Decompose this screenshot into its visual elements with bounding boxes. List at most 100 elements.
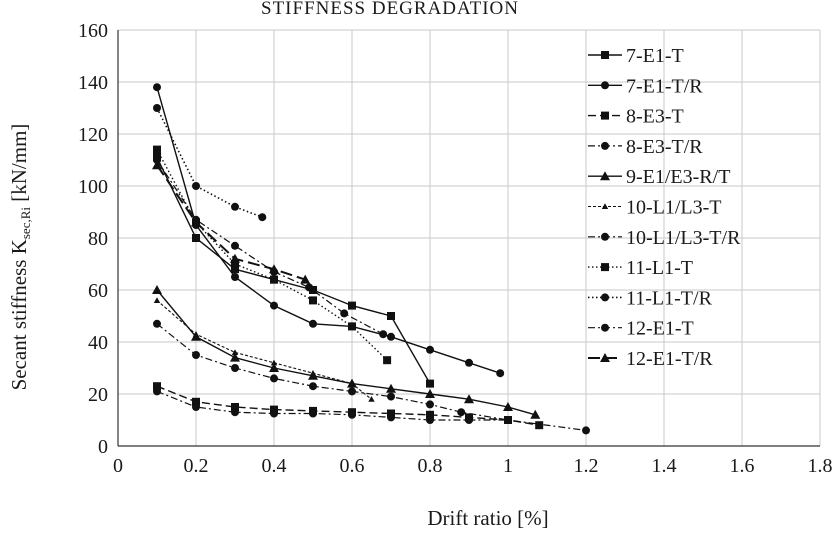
series-5: [152, 285, 541, 419]
data-point: [309, 319, 317, 328]
series-11: [152, 160, 311, 284]
y-tick-label: 60: [88, 280, 108, 302]
grid: [118, 29, 821, 446]
legend-marker: [601, 203, 609, 210]
data-point: [383, 356, 392, 365]
data-point: [192, 397, 200, 406]
data-point: [269, 363, 279, 372]
series-line: [156, 87, 501, 374]
legend-label: 7-E1-T: [626, 45, 684, 67]
data-point: [231, 349, 239, 355]
data-point: [192, 182, 200, 190]
data-point: [153, 297, 161, 303]
data-point: [496, 369, 505, 378]
legend-marker: [601, 141, 609, 150]
legend-label: 8-E3-T/R: [626, 136, 703, 158]
data-point: [386, 383, 396, 393]
y-axis-title: Secant stiffness Ksec,Ri [kN/mm]: [7, 124, 33, 391]
legend-item: 7-E1-T/R: [588, 75, 703, 97]
series-group: [152, 83, 590, 435]
y-tick-label: 160: [78, 20, 108, 42]
y-axis-title-unit: [kN/mm]: [7, 124, 31, 207]
data-point: [582, 426, 590, 435]
legend-label: 9-E1/E3-R/T: [626, 166, 730, 188]
legend-label: 7-E1-T/R: [626, 75, 703, 97]
data-point: [387, 332, 395, 341]
data-point: [387, 413, 395, 422]
y-tick-label: 80: [88, 228, 108, 250]
data-point: [270, 301, 278, 310]
series-7: [153, 319, 590, 435]
data-point: [231, 408, 239, 417]
x-tick-label: 1.8: [808, 455, 833, 477]
legend-marker: [601, 81, 609, 90]
legend-item: 11-L1-T: [588, 257, 693, 279]
x-tick-label: 0.6: [340, 455, 365, 477]
legend-item: 12-E1-T/R: [588, 348, 713, 370]
series-line: [156, 390, 508, 421]
data-point: [152, 160, 162, 170]
data-point: [300, 274, 311, 284]
data-point: [270, 359, 278, 366]
legend-item: 9-E1/E3-R/T: [588, 166, 730, 188]
legend-label: 12-E1-T/R: [626, 348, 713, 370]
data-point: [230, 253, 240, 263]
data-point: [348, 322, 356, 331]
data-point: [192, 403, 200, 411]
data-point: [231, 364, 239, 372]
data-point: [231, 241, 239, 250]
data-point: [153, 83, 161, 92]
legend-label: 10-L1/L3-T/R: [626, 227, 741, 249]
data-point: [192, 331, 200, 337]
x-tick-label: 0.2: [184, 455, 209, 477]
legend: 7-E1-T 7-E1-T/R 8-E3-T 8-E3-T/R 9-E1/E3-R/T 1…: [588, 45, 741, 370]
chart-title: STIFFNESS DEGRADATION: [261, 0, 519, 19]
data-point: [231, 260, 239, 268]
legend-marker: [601, 51, 609, 59]
series-8: [153, 145, 392, 365]
x-tick-label: 0: [113, 455, 123, 477]
x-tick-label: 0.4: [262, 455, 287, 477]
data-point: [192, 351, 200, 359]
y-axis-title-main: Secant stiffness K: [7, 239, 31, 390]
y-tick-label: 20: [88, 384, 108, 406]
data-point: [153, 145, 161, 154]
data-point: [231, 403, 239, 411]
series-line: [156, 157, 431, 384]
x-tick-label: 1: [503, 455, 513, 477]
legend-item: 11-L1-T/R: [588, 287, 713, 309]
legend-label: 10-L1/L3-T: [626, 197, 722, 219]
y-axis-title-sub: sec,Ri: [18, 207, 33, 240]
data-point: [425, 389, 435, 398]
data-point: [309, 296, 317, 305]
legend-item: 8-E3-T/R: [588, 136, 703, 158]
data-point: [270, 409, 278, 418]
data-point: [258, 213, 267, 222]
y-tick-label: 0: [98, 436, 108, 458]
data-point: [309, 382, 317, 391]
y-tick-label: 120: [78, 124, 108, 146]
series-6: [153, 297, 375, 402]
data-point: [426, 410, 434, 419]
x-tick-label: 1.4: [652, 455, 677, 477]
data-point: [270, 275, 278, 284]
legend-item: 10-L1/L3-T: [588, 197, 722, 219]
data-point: [348, 380, 356, 387]
data-point: [535, 421, 544, 430]
data-point: [153, 382, 161, 391]
x-tick-label: 1.2: [574, 455, 599, 477]
data-point: [426, 379, 434, 388]
legend-marker: [601, 323, 609, 332]
data-point: [305, 283, 314, 292]
data-point: [192, 234, 200, 242]
series-4: [153, 387, 512, 424]
series-line: [156, 107, 263, 218]
data-point: [231, 202, 239, 211]
data-point: [153, 319, 161, 328]
data-point: [457, 408, 466, 417]
data-point: [153, 387, 161, 396]
x-tick-label: 0.8: [418, 455, 443, 477]
legend-marker: [601, 111, 609, 120]
data-point: [231, 273, 239, 281]
